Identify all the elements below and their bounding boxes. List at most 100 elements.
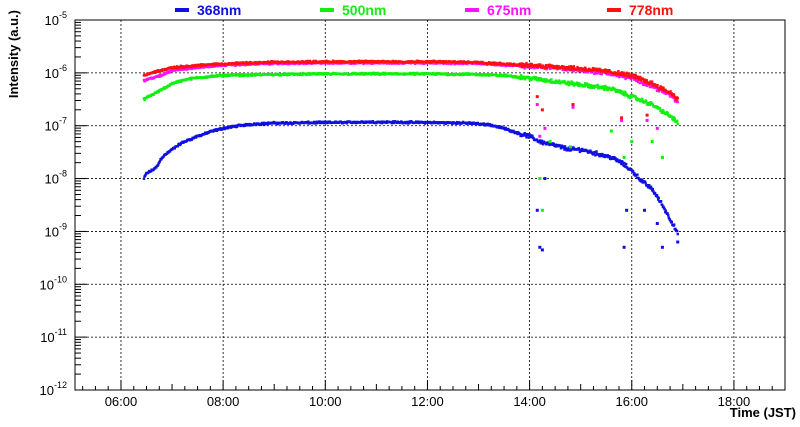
data-point xyxy=(575,81,579,84)
data-point xyxy=(584,66,587,69)
data-point xyxy=(588,151,591,154)
data-point xyxy=(598,71,601,74)
data-point xyxy=(539,77,542,80)
data-point xyxy=(623,74,626,77)
data-point xyxy=(616,158,619,161)
data-point xyxy=(235,125,239,129)
data-point xyxy=(620,90,623,93)
data-point xyxy=(358,59,361,62)
legend-label-778nm: 778nm xyxy=(629,2,673,18)
data-point xyxy=(567,83,571,87)
data-point xyxy=(315,122,318,125)
data-point xyxy=(241,73,245,76)
data-point xyxy=(254,74,257,77)
data-point xyxy=(292,122,295,125)
data-point xyxy=(158,159,162,163)
outlier-point xyxy=(609,129,613,133)
data-point xyxy=(143,98,146,102)
data-point xyxy=(569,68,572,71)
data-point xyxy=(215,75,219,78)
data-point xyxy=(608,86,611,90)
x-tick-label: 12:00 xyxy=(411,394,444,409)
data-point xyxy=(307,61,311,64)
data-point xyxy=(659,200,663,203)
data-point xyxy=(525,61,528,65)
data-point xyxy=(595,67,598,70)
data-point xyxy=(578,69,582,73)
data-point xyxy=(486,122,490,125)
data-point xyxy=(552,142,555,146)
data-point xyxy=(643,180,647,183)
data-point xyxy=(538,63,542,66)
data-point xyxy=(530,135,533,139)
data-point xyxy=(578,147,581,151)
data-point xyxy=(642,78,645,81)
data-point xyxy=(586,69,590,72)
x-tick-label: 14:00 xyxy=(513,394,546,409)
data-point xyxy=(540,139,544,142)
x-tick-label: 18:00 xyxy=(718,394,751,409)
data-point xyxy=(199,64,203,68)
data-point xyxy=(352,61,355,64)
data-point xyxy=(673,117,676,121)
data-point xyxy=(586,70,590,74)
data-point xyxy=(388,62,391,65)
data-point xyxy=(632,170,635,173)
data-point xyxy=(145,97,148,100)
data-point xyxy=(572,70,576,73)
data-point xyxy=(637,78,640,81)
data-point xyxy=(173,147,176,150)
data-point xyxy=(504,126,507,130)
data-point xyxy=(563,66,566,69)
data-point xyxy=(672,94,676,97)
data-point xyxy=(371,120,375,123)
data-point xyxy=(224,73,228,76)
data-point xyxy=(662,205,665,208)
y-tick-label: 10-5 xyxy=(45,10,67,28)
data-point xyxy=(534,76,538,79)
data-point xyxy=(266,122,269,126)
data-point xyxy=(615,71,618,74)
data-point xyxy=(623,161,626,165)
outlier-point xyxy=(535,208,539,212)
outlier-point xyxy=(660,155,664,159)
data-point xyxy=(563,148,566,151)
outlier-point xyxy=(538,177,542,181)
data-point xyxy=(250,72,253,76)
data-point xyxy=(595,150,598,153)
data-point xyxy=(157,75,160,78)
data-point xyxy=(601,85,605,88)
data-point xyxy=(550,78,553,81)
data-point xyxy=(190,78,193,81)
data-point xyxy=(656,83,659,87)
outlier-point xyxy=(543,177,547,181)
data-point xyxy=(576,65,579,69)
data-point xyxy=(495,73,498,76)
data-point xyxy=(307,120,310,123)
data-point xyxy=(651,103,655,106)
data-point xyxy=(412,71,416,75)
data-point xyxy=(497,124,500,128)
data-point xyxy=(174,81,178,84)
data-point xyxy=(662,86,665,90)
data-point xyxy=(563,79,566,83)
outlier-point xyxy=(620,118,624,122)
data-point xyxy=(393,121,396,125)
y-tick-label: 10-10 xyxy=(40,274,67,292)
data-point xyxy=(535,64,538,67)
data-point xyxy=(670,220,674,224)
data-point xyxy=(541,64,544,67)
data-point xyxy=(604,68,607,71)
outlier-point xyxy=(645,113,649,117)
data-point xyxy=(676,232,679,236)
data-point xyxy=(168,84,171,88)
data-point xyxy=(628,95,631,98)
data-point xyxy=(630,96,633,99)
data-point xyxy=(674,96,677,100)
data-point xyxy=(286,74,289,77)
data-point xyxy=(626,75,630,78)
data-point xyxy=(605,86,608,89)
data-point xyxy=(566,82,569,86)
x-tick-label: 08:00 xyxy=(207,394,240,409)
data-point xyxy=(600,72,604,76)
